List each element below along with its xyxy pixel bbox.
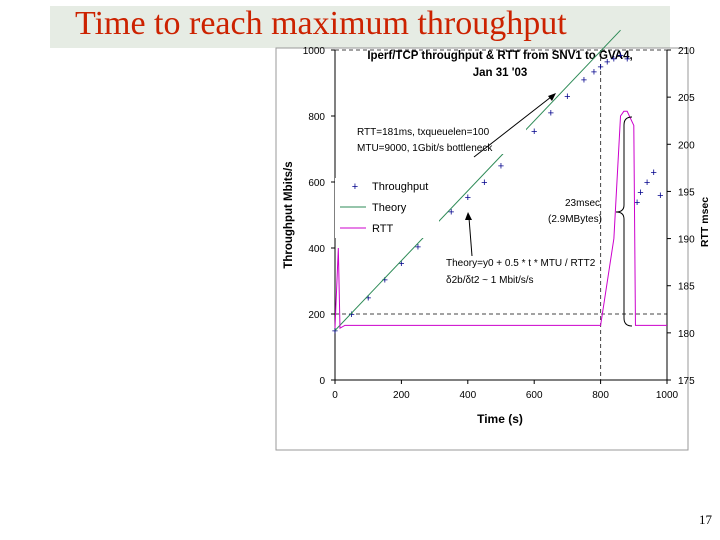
legend: + Throughput Theory RTT — [335, 178, 439, 238]
chart-title-line-2: Jan 31 '03 — [473, 67, 528, 79]
annotation-arrowhead-1 — [548, 93, 556, 101]
annotation-rtt-increase-line-2: (2.9MBytes) — [548, 214, 602, 225]
data-point-throughput: + — [481, 177, 487, 189]
y-tick-label: 600 — [308, 178, 325, 189]
y2-axis-label: RTT msec — [699, 197, 711, 247]
x-tick-label: 800 — [592, 390, 609, 401]
data-point-throughput: + — [644, 177, 650, 189]
y-tick-label: 200 — [308, 310, 325, 321]
y2-tick-label: 195 — [678, 187, 695, 198]
data-point-throughput: + — [604, 57, 610, 69]
data-point-throughput: + — [332, 326, 338, 338]
data-point-throughput: + — [448, 207, 454, 219]
y-axis-label: Throughput Mbits/s — [283, 161, 295, 268]
page-number: 17 — [699, 512, 712, 527]
annotation-rtt-config-line-1: RTT=181ms, txqueuelen=100 — [357, 127, 490, 138]
x-tick-label: 400 — [459, 390, 476, 401]
data-point-throughput: + — [591, 66, 597, 78]
annotation-rtt-config-line-2: MTU=9000, 1Gbit/s bottleneck — [357, 143, 493, 154]
annotation-rtt-increase-line-1: 23msec — [565, 198, 600, 209]
y2-tick-label: 210 — [678, 46, 695, 57]
data-point-throughput: + — [564, 91, 570, 103]
data-point-throughput: + — [611, 53, 617, 65]
legend-throughput-marker: + — [352, 181, 358, 193]
series-line-rtt — [334, 110, 667, 329]
data-point-throughput: + — [531, 126, 537, 138]
data-point-throughput: + — [498, 161, 504, 173]
data-point-throughput: + — [415, 241, 421, 253]
y2-tick-label: 185 — [678, 282, 695, 293]
annotation-rtt-config: RTT=181ms, txqueuelen=100 MTU=9000, 1Gbi… — [356, 93, 556, 158]
legend-label-rtt: RTT — [372, 223, 393, 235]
series-line-theory — [334, 29, 621, 331]
annotation-arrow-2 — [468, 217, 473, 257]
y-tick-label: 1000 — [303, 46, 326, 57]
title-highlight-band — [50, 6, 670, 48]
y2-tick-label: 205 — [678, 93, 695, 104]
legend-label-throughput: Throughput — [372, 181, 428, 193]
data-point-throughput: + — [634, 197, 640, 209]
y2-tick-label: 190 — [678, 235, 695, 246]
data-point-throughput: + — [597, 62, 603, 74]
y2-tick-label: 200 — [678, 140, 695, 151]
data-point-throughput: + — [581, 75, 587, 87]
x-tick-label: 1000 — [656, 390, 679, 401]
data-point-throughput: + — [651, 167, 657, 179]
annotation-theory-formula: Theory=y0 + 0.5 * t * MTU / RTT2 δ2b/δt2… — [446, 212, 596, 286]
x-tick-label: 200 — [393, 390, 410, 401]
annotation-brace — [615, 116, 633, 327]
x-tick-label: 0 — [332, 390, 338, 401]
annotation-rtt-increase: 23msec (2.9MBytes) — [548, 116, 633, 327]
y-tick-label: 0 — [319, 376, 325, 387]
data-point-throughput: + — [548, 108, 554, 120]
x-tick-label: 600 — [526, 390, 543, 401]
annotation-theory-formula-line-2: δ2b/δt2 ~ 1 Mbit/s/s — [446, 275, 534, 286]
data-point-throughput: + — [348, 309, 354, 321]
data-point-throughput: + — [382, 274, 388, 286]
legend-label-theory: Theory — [372, 202, 407, 214]
y2-tick-label: 175 — [678, 376, 695, 387]
y-tick-label: 800 — [308, 112, 325, 123]
data-point-throughput: + — [657, 190, 663, 202]
y-tick-label: 400 — [308, 244, 325, 255]
slide-title: Time to reach maximum throughput — [75, 5, 567, 42]
data-point-throughput: + — [365, 293, 371, 305]
annotation-arrow-1 — [473, 96, 552, 158]
chart-title-line-1: Iperf/TCP throughput & RTT from SNV1 to … — [367, 50, 632, 62]
data-point-throughput: + — [398, 258, 404, 270]
annotation-arrowhead-2 — [465, 212, 472, 220]
data-point-throughput: + — [465, 192, 471, 204]
y2-tick-label: 180 — [678, 329, 695, 340]
data-point-throughput: + — [624, 53, 630, 65]
data-point-throughput: + — [617, 50, 623, 62]
data-point-throughput: + — [637, 187, 643, 199]
x-axis-label: Time (s) — [477, 412, 523, 426]
annotation-theory-formula-line-1: Theory=y0 + 0.5 * t * MTU / RTT2 — [446, 258, 596, 269]
